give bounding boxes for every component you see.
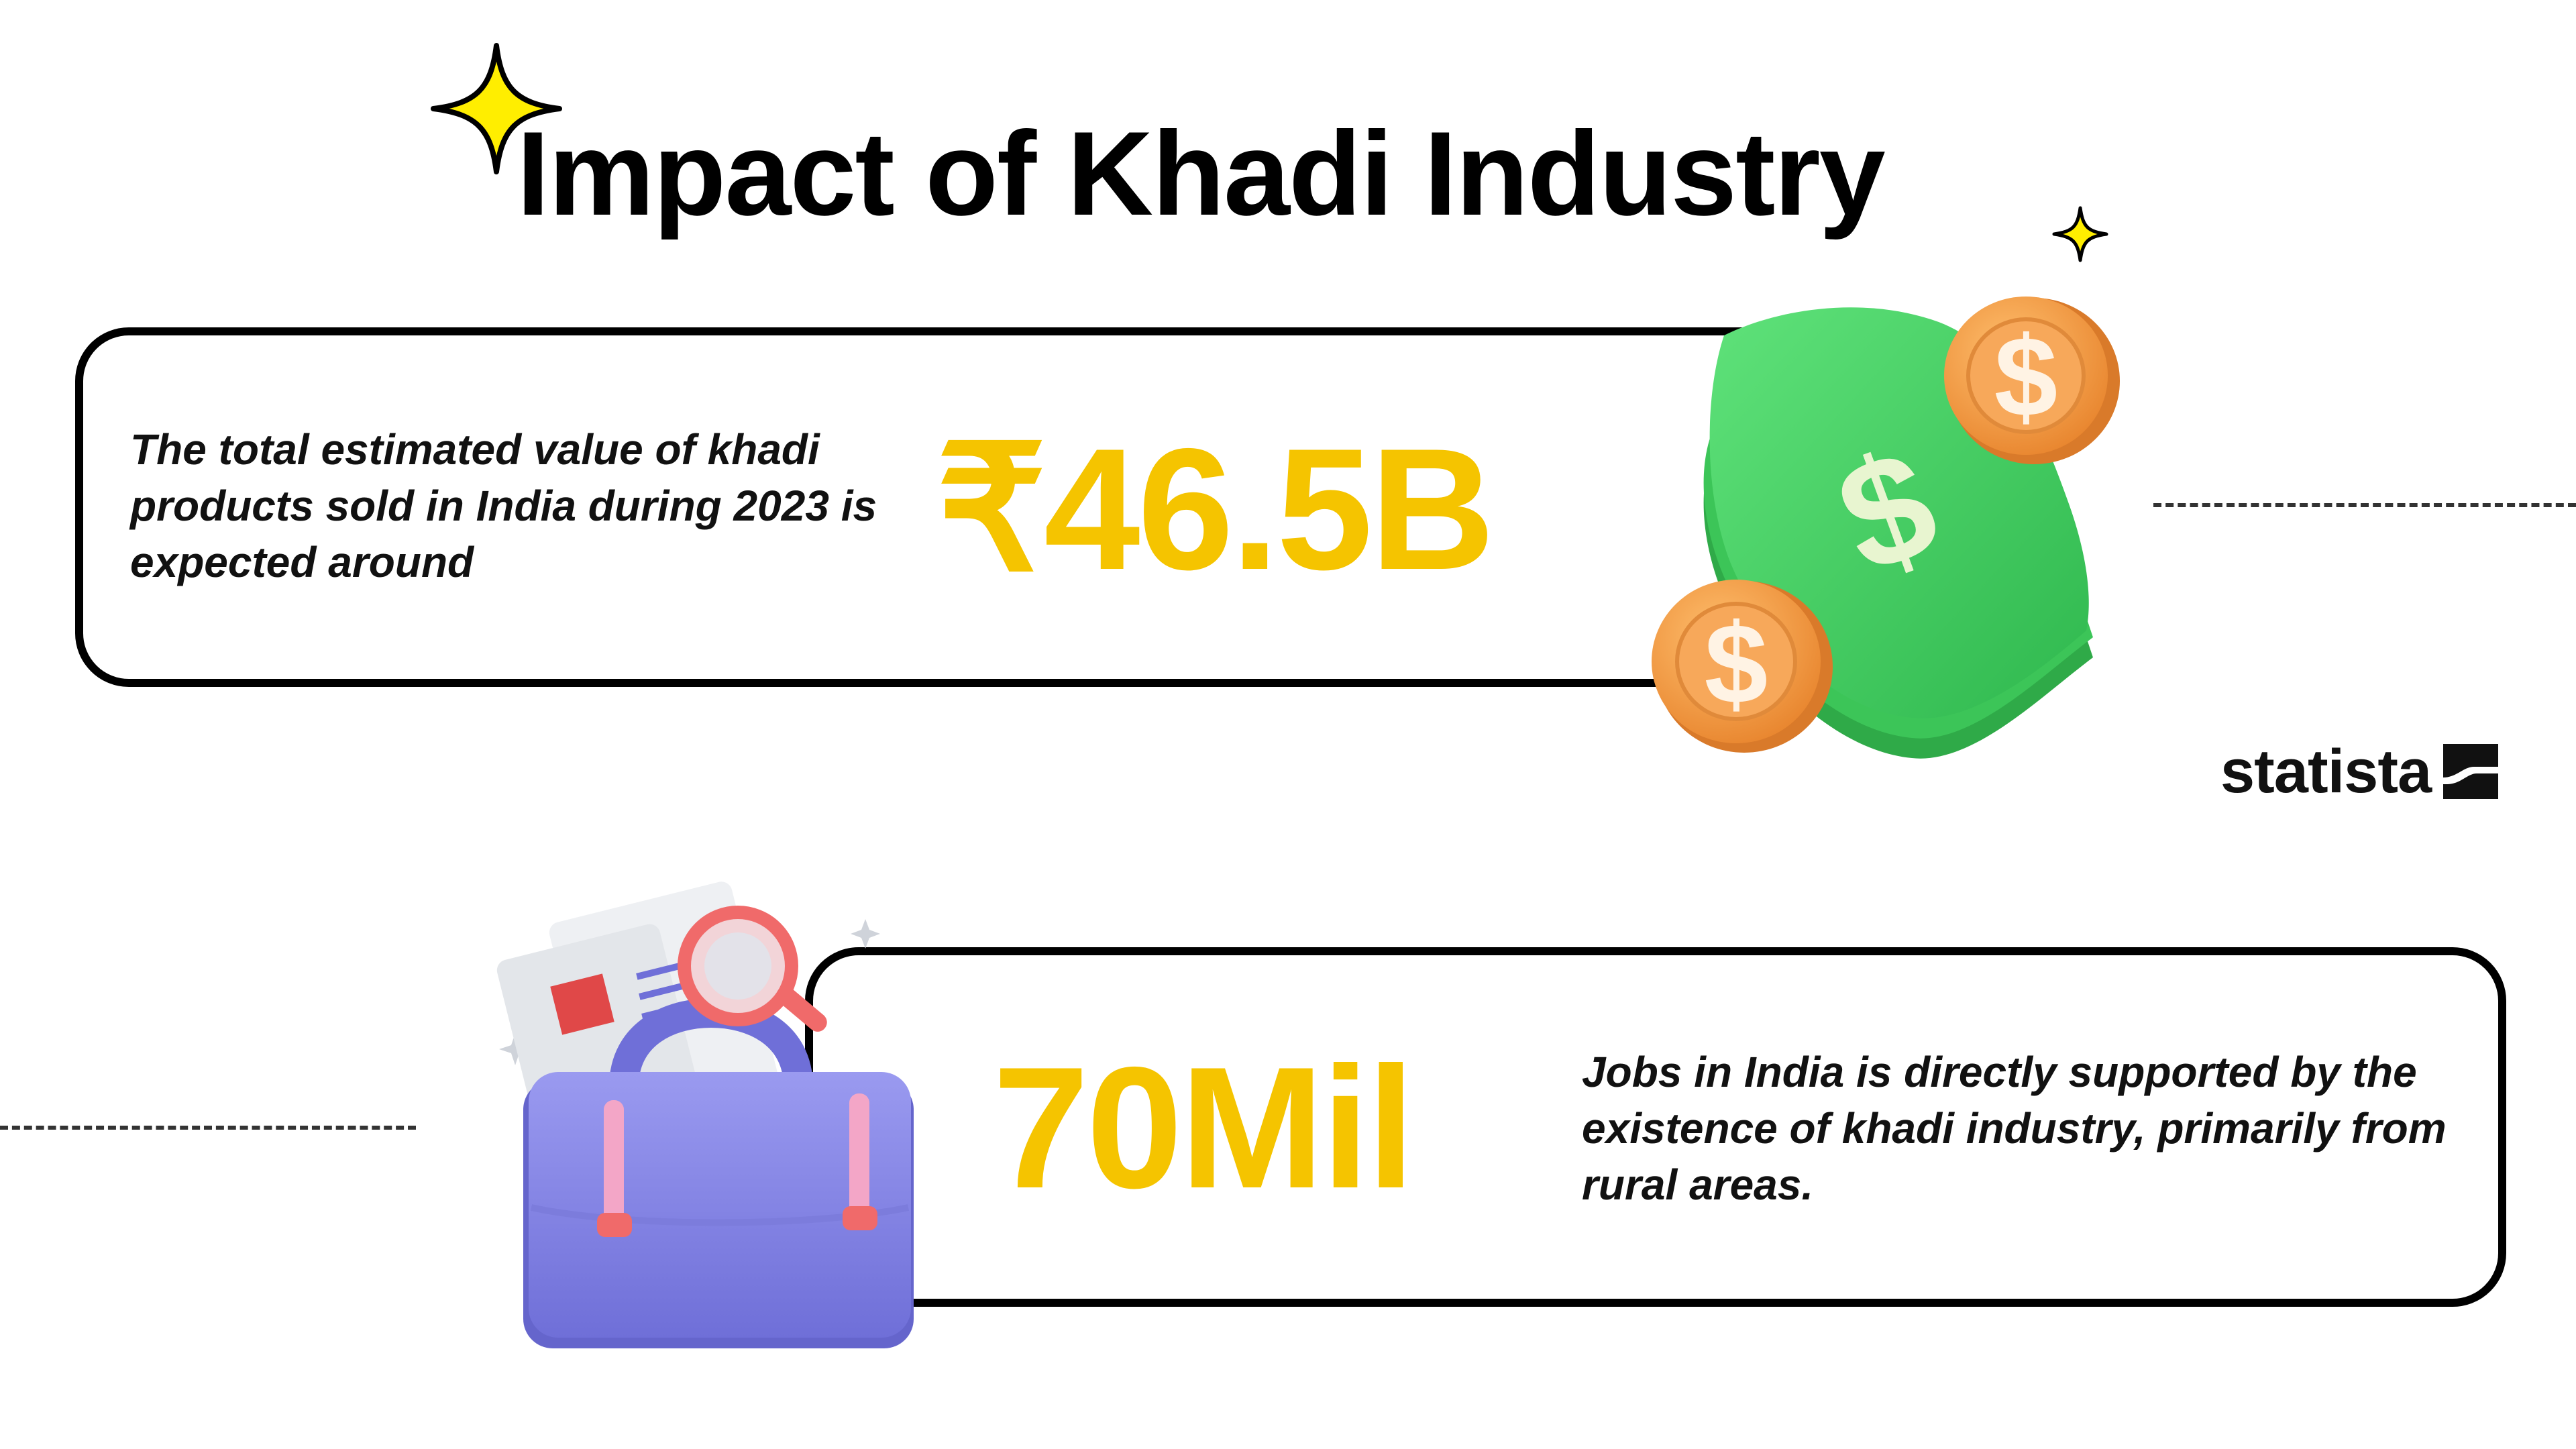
money-stack-icon: $ $ $ bbox=[1652, 297, 2120, 759]
brand-logo: statista bbox=[2220, 737, 2499, 806]
statista-logo-icon bbox=[2443, 744, 2499, 799]
stat-card-jobs-description: Jobs in India is directly supported by t… bbox=[1582, 1048, 2447, 1209]
svg-text:$: $ bbox=[1994, 313, 2058, 441]
sparkle-icon bbox=[2052, 206, 2108, 262]
stat-card-value-description: The total estimated value of khadi produ… bbox=[130, 425, 877, 586]
stat-card-jobs-number: 70Mil bbox=[993, 1030, 1415, 1224]
dashed-divider bbox=[0, 1126, 416, 1130]
stat-card-jobs bbox=[805, 947, 2506, 1307]
briefcase-icon bbox=[496, 881, 914, 1348]
sparkle-icon bbox=[431, 43, 562, 174]
svg-text:$: $ bbox=[1705, 600, 1768, 728]
stat-card-value-number: ₹46.5B bbox=[936, 412, 1495, 606]
brand-name: statista bbox=[2220, 737, 2432, 806]
page-title: Impact of Khadi Industry bbox=[517, 107, 1886, 240]
dashed-divider bbox=[2153, 503, 2576, 507]
